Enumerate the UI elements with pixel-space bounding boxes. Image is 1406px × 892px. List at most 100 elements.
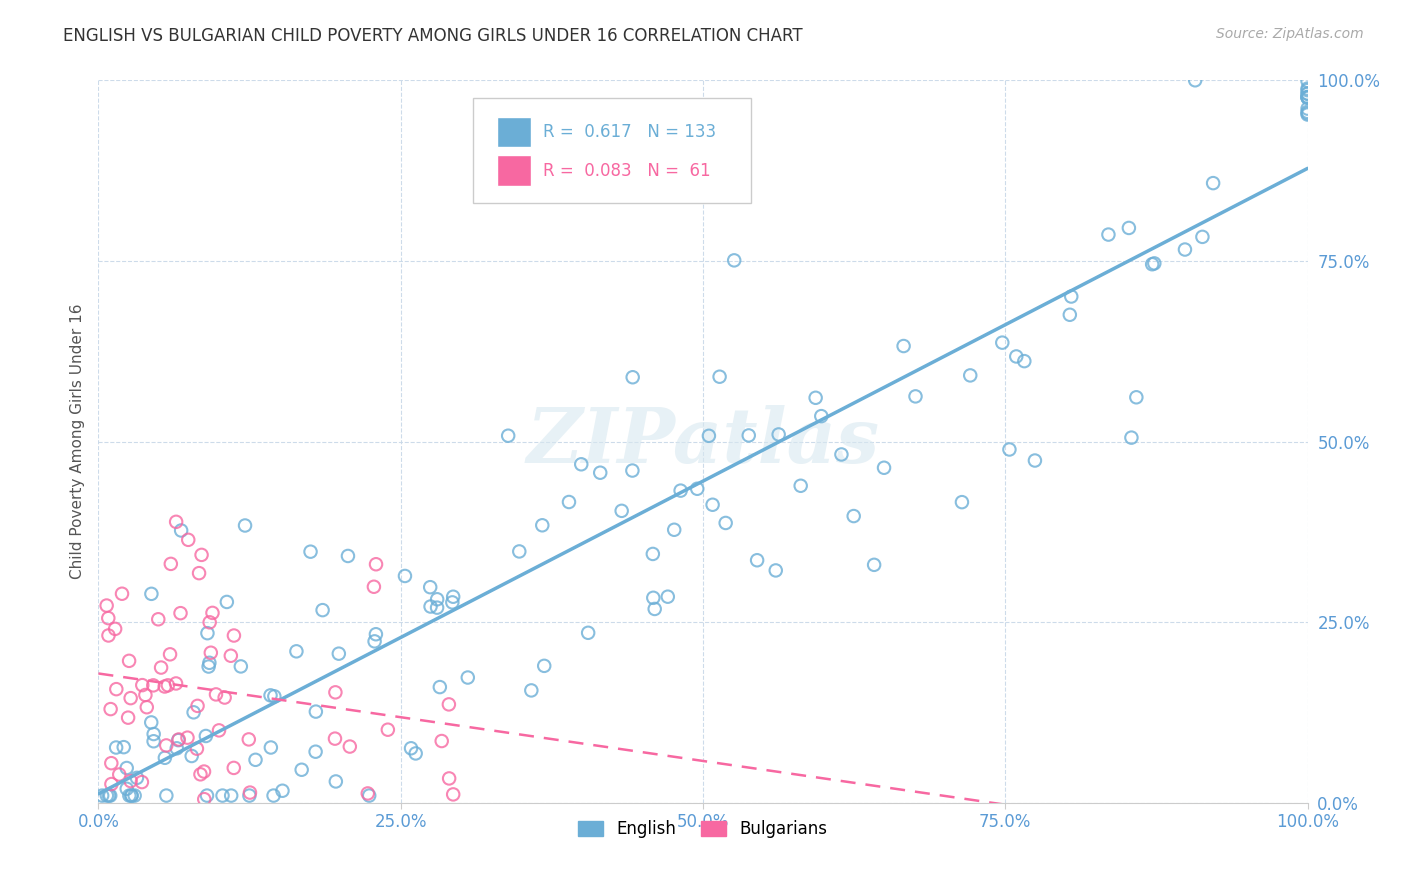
Point [576, 625, 599, 640]
Point [97, 611, 120, 625]
Point [142, 678, 165, 692]
Point [768, 427, 790, 442]
Point [657, 590, 679, 604]
Point [108, 767, 131, 781]
Point [950, 495, 973, 509]
Point [457, 671, 479, 685]
Point [239, 786, 262, 800]
Point [131, 678, 153, 692]
Point [100, 702, 122, 716]
Point [91, 789, 114, 803]
Point [193, 792, 215, 806]
Point [419, 580, 441, 594]
Point [644, 602, 666, 616]
Point [188, 566, 211, 581]
Point [142, 727, 165, 741]
Point [198, 656, 221, 670]
Point [197, 659, 219, 673]
Point [364, 558, 387, 572]
Text: R =  0.617   N = 133: R = 0.617 N = 133 [543, 123, 717, 141]
Point [187, 698, 209, 713]
Point [419, 599, 441, 614]
Point [150, 660, 173, 674]
Point [134, 688, 156, 702]
Point [1296, 87, 1319, 101]
Y-axis label: Child Poverty Among Girls Under 16: Child Poverty Among Girls Under 16 [69, 304, 84, 579]
Point [159, 648, 181, 662]
Point [1059, 308, 1081, 322]
Point [245, 753, 267, 767]
Point [238, 732, 260, 747]
Point [405, 747, 427, 761]
Point [97, 789, 120, 803]
Point [222, 761, 245, 775]
Point [991, 335, 1014, 350]
Point [105, 740, 128, 755]
Point [669, 483, 692, 498]
Point [215, 595, 238, 609]
Point [1296, 87, 1319, 101]
Point [263, 789, 285, 803]
Point [496, 428, 519, 442]
Point [399, 741, 422, 756]
Point [336, 549, 359, 563]
Text: ENGLISH VS BULGARIAN CHILD POVERTY AMONG GIRLS UNDER 16 CORRELATION CHART: ENGLISH VS BULGARIAN CHILD POVERTY AMONG… [63, 27, 803, 45]
Point [893, 339, 915, 353]
Point [1296, 91, 1319, 105]
Point [118, 654, 141, 668]
Point [120, 789, 142, 803]
Point [394, 569, 416, 583]
Point [1060, 289, 1083, 303]
Point [363, 634, 385, 648]
Text: R =  0.083   N =  61: R = 0.083 N = 61 [543, 161, 711, 179]
Point [745, 553, 768, 567]
Point [558, 495, 581, 509]
Point [357, 787, 380, 801]
Point [291, 763, 314, 777]
Point [1296, 107, 1319, 121]
Point [437, 698, 460, 712]
Point [131, 775, 153, 789]
Point [141, 587, 163, 601]
Point [621, 370, 644, 384]
Point [118, 789, 141, 803]
Point [1118, 221, 1140, 235]
Point [863, 558, 886, 572]
Point [170, 524, 193, 538]
Point [124, 789, 146, 803]
Point [165, 676, 187, 690]
Point [1097, 227, 1119, 242]
Point [176, 731, 198, 745]
Point [100, 777, 122, 791]
Point [508, 544, 530, 558]
Point [259, 689, 281, 703]
Point [1184, 73, 1206, 87]
Point [111, 587, 134, 601]
Point [96, 789, 118, 803]
Point [1296, 90, 1319, 104]
Point [190, 548, 212, 562]
Point [959, 368, 981, 383]
Point [1296, 102, 1319, 116]
Point [125, 771, 148, 785]
Point [180, 749, 202, 764]
Point [183, 706, 205, 720]
Point [664, 523, 686, 537]
Point [1296, 90, 1319, 104]
Point [709, 369, 731, 384]
Point [155, 739, 177, 753]
Point [610, 504, 633, 518]
Point [98, 789, 121, 803]
Point [1296, 104, 1319, 119]
Point [998, 442, 1021, 457]
Point [120, 774, 142, 789]
Legend: English, Bulgarians: English, Bulgarians [572, 814, 834, 845]
Point [120, 691, 142, 706]
Point [323, 731, 346, 746]
Point [1140, 257, 1163, 271]
Point [193, 764, 215, 779]
Point [219, 789, 242, 803]
Point [100, 756, 122, 771]
Point [426, 592, 449, 607]
Point [441, 590, 464, 604]
